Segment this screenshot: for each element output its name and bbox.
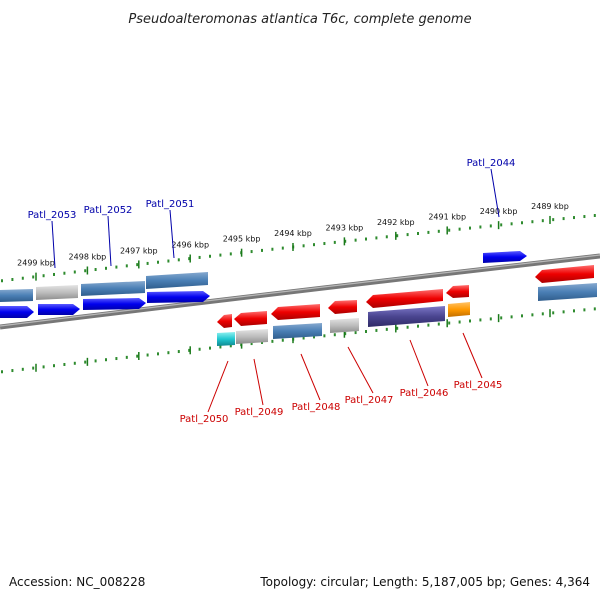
gene-label[interactable]: Patl_2053 bbox=[28, 210, 77, 221]
feature-box[interactable] bbox=[538, 283, 597, 301]
forward-strand-genes bbox=[0, 251, 527, 318]
forward-strand-features bbox=[0, 272, 597, 302]
gene-arrow[interactable] bbox=[328, 300, 357, 314]
gene-arrow[interactable] bbox=[234, 311, 267, 326]
gene-arrow[interactable] bbox=[217, 314, 232, 328]
gene-label[interactable]: Patl_2048 bbox=[292, 402, 341, 413]
gene-label[interactable]: Patl_2050 bbox=[180, 414, 229, 425]
tick-label: 2494 kbp bbox=[274, 229, 312, 238]
leader-line bbox=[462, 332, 483, 379]
gene-arrow[interactable] bbox=[535, 265, 594, 283]
feature-box[interactable] bbox=[330, 318, 359, 333]
leader-line bbox=[409, 339, 429, 387]
gene-label[interactable]: Patl_2052 bbox=[84, 205, 133, 216]
leader-line bbox=[169, 209, 175, 259]
gene-arrow[interactable] bbox=[271, 304, 320, 320]
gene-arrow[interactable] bbox=[0, 306, 34, 318]
gene-label[interactable]: Patl_2047 bbox=[345, 395, 394, 406]
genome-backbone-highlight bbox=[0, 254, 600, 327]
feature-box[interactable] bbox=[273, 323, 322, 339]
tick-label: 2489 kbp bbox=[531, 202, 569, 211]
leader-line bbox=[300, 353, 321, 401]
feature-box[interactable] bbox=[217, 332, 235, 346]
feature-box[interactable] bbox=[236, 329, 268, 344]
leader-line bbox=[107, 215, 112, 267]
feature-box[interactable] bbox=[448, 302, 470, 317]
genome-backbone bbox=[0, 253, 600, 330]
tick-label: 2491 kbp bbox=[428, 212, 466, 221]
leader-line bbox=[253, 358, 264, 406]
tick-label: 2496 kbp bbox=[171, 241, 209, 250]
gene-arrow[interactable] bbox=[446, 285, 469, 298]
genome-summary-text: Topology: circular; Length: 5,187,005 bp… bbox=[259, 575, 590, 589]
feature-box[interactable] bbox=[81, 281, 145, 296]
leader-line bbox=[490, 168, 500, 218]
leader-line bbox=[207, 360, 229, 413]
gene-label[interactable]: Patl_2044 bbox=[467, 158, 516, 169]
tick-label: 2495 kbp bbox=[223, 235, 261, 244]
tick-label: 2499 kbp bbox=[17, 259, 55, 268]
feature-box[interactable] bbox=[368, 306, 445, 327]
reverse-strand-features bbox=[217, 302, 470, 346]
tick-label: 2497 kbp bbox=[120, 246, 158, 255]
gene-label[interactable]: Patl_2051 bbox=[146, 199, 195, 210]
feature-box[interactable] bbox=[36, 285, 78, 300]
gene-arrow[interactable] bbox=[483, 251, 527, 263]
tick-label: 2492 kbp bbox=[377, 218, 415, 227]
tick-label: 2493 kbp bbox=[326, 223, 364, 232]
gene-arrow[interactable] bbox=[147, 291, 210, 303]
forward-gene-labels: Patl_2053 Patl_2052 Patl_2051 Patl_2044 bbox=[28, 158, 516, 269]
map-title: Pseudoalteromonas atlantica T6c, complet… bbox=[128, 12, 471, 27]
gene-label[interactable]: Patl_2046 bbox=[400, 388, 449, 399]
leader-line bbox=[347, 346, 374, 394]
reverse-strand-genes bbox=[217, 265, 594, 328]
feature-box[interactable] bbox=[0, 289, 33, 302]
gene-arrow[interactable] bbox=[38, 304, 80, 315]
gene-arrow[interactable] bbox=[366, 289, 443, 308]
leader-line bbox=[51, 220, 56, 269]
gene-label[interactable]: Patl_2045 bbox=[454, 380, 503, 391]
gene-label[interactable]: Patl_2049 bbox=[235, 407, 284, 418]
feature-box[interactable] bbox=[146, 272, 208, 289]
gene-arrow[interactable] bbox=[83, 298, 146, 310]
reverse-gene-labels: Patl_2050 Patl_2049 Patl_2048 Patl_2047 Patl… bbox=[180, 332, 503, 425]
tick-label: 2498 kbp bbox=[69, 252, 107, 261]
accession-text: Accession: NC_008228 bbox=[9, 575, 145, 589]
